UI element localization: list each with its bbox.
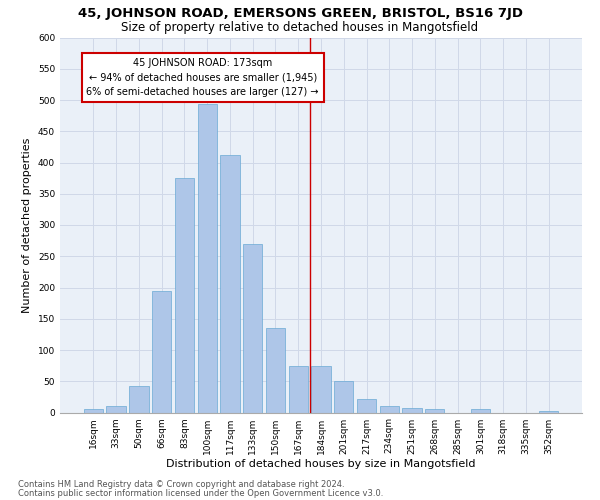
Bar	[425, 410, 445, 412]
Bar	[380, 406, 399, 412]
Bar	[129, 386, 149, 412]
Text: Contains HM Land Registry data © Crown copyright and database right 2024.: Contains HM Land Registry data © Crown c…	[18, 480, 344, 489]
Text: 45, JOHNSON ROAD, EMERSONS GREEN, BRISTOL, BS16 7JD: 45, JOHNSON ROAD, EMERSONS GREEN, BRISTO…	[77, 8, 523, 20]
X-axis label: Distribution of detached houses by size in Mangotsfield: Distribution of detached houses by size …	[166, 460, 476, 469]
Bar	[311, 366, 331, 412]
Bar	[357, 398, 376, 412]
Bar	[243, 244, 262, 412]
Text: Contains public sector information licensed under the Open Government Licence v3: Contains public sector information licen…	[18, 488, 383, 498]
Bar	[106, 406, 126, 412]
Bar	[266, 328, 285, 412]
Y-axis label: Number of detached properties: Number of detached properties	[22, 138, 32, 312]
Bar	[403, 408, 422, 412]
Bar	[289, 366, 308, 412]
Text: Size of property relative to detached houses in Mangotsfield: Size of property relative to detached ho…	[121, 21, 479, 34]
Bar	[152, 290, 172, 412]
Bar	[84, 410, 103, 412]
Text: 45 JOHNSON ROAD: 173sqm
← 94% of detached houses are smaller (1,945)
6% of semi-: 45 JOHNSON ROAD: 173sqm ← 94% of detache…	[86, 58, 319, 97]
Bar	[197, 104, 217, 412]
Bar	[220, 155, 239, 412]
Bar	[470, 410, 490, 412]
Bar	[175, 178, 194, 412]
Bar	[539, 410, 558, 412]
Bar	[334, 381, 353, 412]
